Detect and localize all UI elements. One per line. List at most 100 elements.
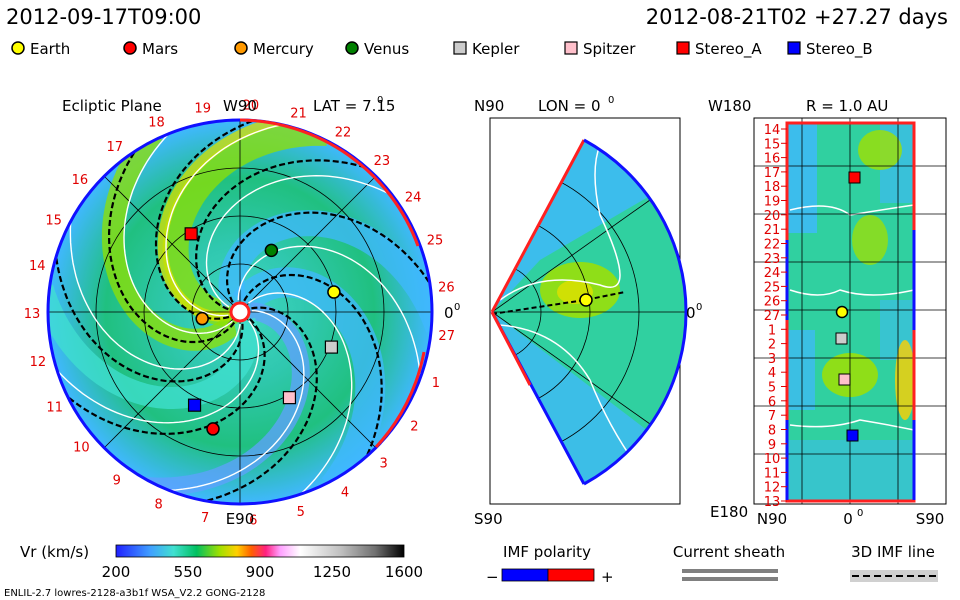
legend-earth-label: Earth (30, 40, 70, 58)
ecliptic-bottom-label: E90 (226, 510, 255, 528)
legend-mercury-label: Mercury (253, 40, 314, 58)
radial-y-label: 25 (764, 280, 781, 295)
carrington-label: 3 (379, 457, 387, 472)
ecliptic-rim-positive-b (374, 351, 426, 449)
legend: Earth Mars Mercury Venus Kepler Spitzer Stereo… (11, 40, 873, 59)
carrington-label: 9 (113, 474, 121, 489)
ecliptic-right-label: 0 (444, 304, 454, 322)
carrington-label: 20 (243, 98, 260, 113)
colorbar-tick-900: 900 (246, 563, 275, 581)
ecliptic-right-degree: 0 (454, 302, 460, 313)
ecliptic-contour (205, 174, 406, 308)
legend-mars-marker (123, 41, 137, 55)
carrington-label: 2 (410, 419, 418, 434)
meridional-lon: LON = 0 (538, 97, 601, 115)
radial-bodies (835, 171, 861, 442)
carrington-label: 21 (290, 106, 307, 121)
imf-line-key: 3D IMF line (850, 543, 938, 582)
carrington-label: 8 (155, 498, 163, 513)
meridional-south-region (492, 312, 660, 484)
ecliptic-bodies (184, 227, 341, 436)
imf-polarity-negative-swatch (501, 568, 549, 582)
radial-title: R = 1.0 AU (806, 97, 888, 115)
radial-bottom-left: E180 (710, 503, 748, 521)
ecliptic-contour (48, 319, 260, 424)
carrington-label: 14 (29, 259, 46, 274)
ecliptic-stream (142, 302, 310, 496)
ecliptic-stream (101, 125, 244, 351)
meridional-right-degree: 0 (696, 302, 702, 313)
header-date-right: 2012-08-21T02 +27.27 days (646, 5, 948, 29)
carrington-label: 11 (46, 400, 63, 415)
ecliptic-panel: 2021222324252627123456789101112131415161… (24, 95, 461, 529)
meridional-contour-a (499, 144, 621, 301)
radial-y-label: 3 (768, 352, 776, 367)
colorbar: Vr (km/s) 200 550 900 1250 1600 (20, 543, 423, 581)
carrington-label: 17 (107, 140, 124, 155)
radial-y-label: 18 (764, 180, 781, 195)
ecliptic-contour (123, 122, 233, 335)
imf-polarity-plus: + (601, 568, 614, 586)
carrington-label: 6 (249, 514, 257, 529)
carrington-label: 16 (72, 173, 89, 188)
ecliptic-mercury-marker (195, 311, 209, 326)
footer-credit: ENLIL-2.7 lowres-2128-a3b1f WSA_V2.2 GON… (4, 588, 265, 599)
radial-stereo-a-marker (848, 171, 861, 184)
radial-y-label: 19 (764, 195, 781, 210)
meridional-edge-north-pos (490, 139, 586, 313)
imf-polarity-positive-swatch (547, 568, 595, 582)
radial-panel: 1415161718192021222324252627123456789101… (708, 97, 947, 528)
legend-earth-marker (11, 41, 25, 55)
ecliptic-stream (48, 284, 259, 409)
meridional-right-label: 0 (686, 304, 696, 322)
legend-kepler-marker (453, 41, 467, 55)
carrington-label: 12 (30, 355, 47, 370)
current-sheath-label: Current sheath (673, 543, 785, 561)
meridional-grid (492, 164, 687, 460)
carrington-label: 7 (201, 511, 209, 526)
legend-spitzer-marker (564, 41, 578, 55)
radial-y-label: 1 (768, 323, 776, 338)
radial-stereo-b-marker (846, 429, 859, 442)
ecliptic-earth-marker (327, 285, 341, 299)
ecliptic-contour (247, 292, 353, 504)
radial-x-label-n90: N90 (757, 510, 787, 528)
radial-x-label-0: 0 (843, 510, 853, 528)
colorbar-tick-550: 550 (174, 563, 203, 581)
radial-y-label: 9 (768, 438, 776, 453)
header-date-left: 2012-09-17T09:00 (6, 5, 201, 29)
ecliptic-imf-line (107, 138, 236, 344)
ecliptic-rim-positive-a (239, 118, 420, 247)
colorbar-tick-200: 200 (102, 563, 131, 581)
carrington-label: 15 (45, 214, 62, 229)
carrington-label: 26 (438, 281, 455, 296)
radial-y-label: 22 (764, 238, 781, 253)
radial-y-label: 4 (768, 366, 776, 381)
ecliptic-imf-line (243, 273, 383, 470)
current-sheath-line-a (682, 569, 778, 573)
radial-y-label: 2 (768, 338, 776, 353)
ecliptic-lat: LAT = 7.15 (313, 97, 395, 115)
ecliptic-stereo-b-marker (187, 398, 202, 412)
ecliptic-stream (162, 120, 327, 327)
meridional-rim (583, 138, 688, 486)
ecliptic-contour (237, 245, 422, 393)
radial-y-label: 11 (764, 466, 781, 481)
ecliptic-title: Ecliptic Plane (62, 97, 162, 115)
carrington-label: 1 (432, 376, 440, 391)
sun-marker (229, 301, 251, 323)
ecliptic-imf-line (56, 318, 266, 435)
ecliptic-contour (69, 206, 241, 370)
radial-y-label: 27 (764, 309, 781, 324)
carrington-label: 25 (427, 234, 444, 249)
meridional-lon-degree: 0 (608, 95, 614, 106)
legend-stereo-a-marker (676, 41, 690, 55)
legend-venus-marker (345, 41, 359, 55)
ecliptic-mars-marker (206, 422, 220, 436)
radial-kepler-marker (835, 332, 848, 345)
imf-line-label: 3D IMF line (851, 543, 935, 561)
radial-y-label: 17 (764, 166, 781, 181)
ecliptic-stereo-a-marker (184, 227, 198, 241)
meridional-north-region (492, 140, 660, 312)
